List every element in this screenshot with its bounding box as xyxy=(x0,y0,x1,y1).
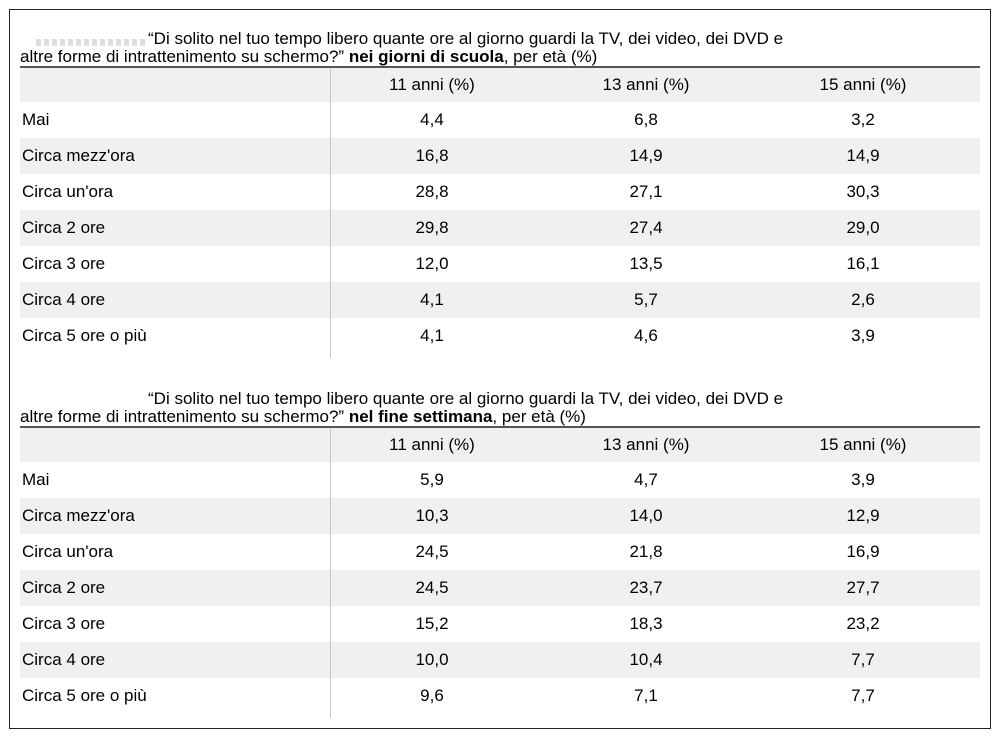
table-row: Circa un'ora 24,5 21,8 16,9 xyxy=(20,534,980,570)
table-row: Circa 2 ore 24,5 23,7 27,7 xyxy=(20,570,980,606)
table-cell: 9,6 xyxy=(420,686,444,705)
table-cell: 24,5 xyxy=(415,578,449,597)
caption-line-2: altre forme di intrattenimento su scherm… xyxy=(20,48,980,66)
table-cell: 14,9 xyxy=(629,146,663,165)
caption-line-1: “Di solito nel tuo tempo libero quante o… xyxy=(148,389,784,408)
row-label: Circa mezz'ora xyxy=(22,146,135,165)
header-cell: 13 anni (%) xyxy=(602,75,690,94)
table-cell: 4,1 xyxy=(420,290,444,309)
caption-suffix: , per età (%) xyxy=(503,47,598,66)
table-cell: 27,7 xyxy=(846,578,880,597)
table-cell: 14,0 xyxy=(629,506,663,525)
row-label: Circa 3 ore xyxy=(22,614,106,633)
header-cell: 13 anni (%) xyxy=(602,435,690,454)
table-cell: 4,7 xyxy=(634,470,658,489)
table-row: Mai 5,9 4,7 3,9 xyxy=(20,462,980,498)
row-label: Circa un'ora xyxy=(22,182,114,201)
table-section-school-days: “Di solito nel tuo tempo libero quante o… xyxy=(20,30,980,358)
table-row: Circa 4 ore 4,1 5,7 2,6 xyxy=(20,282,980,318)
caption-emphasis: nel fine settimana xyxy=(348,407,493,426)
table-cell: 13,5 xyxy=(629,254,663,273)
table-cell: 16,8 xyxy=(415,146,449,165)
row-label: Circa 2 ore xyxy=(22,218,106,237)
table-cell: 14,9 xyxy=(846,146,880,165)
header-cell: 15 anni (%) xyxy=(819,435,907,454)
table-header-row: 11 anni (%) 13 anni (%) 15 anni (%) xyxy=(20,68,980,102)
table-row: Circa 5 ore o più 4,1 4,6 3,9 xyxy=(20,318,980,354)
caption-prefix: altre forme di intrattenimento su scherm… xyxy=(20,47,349,66)
table-cell: 18,3 xyxy=(629,614,663,633)
table-row: Circa 2 ore 29,8 27,4 29,0 xyxy=(20,210,980,246)
row-label: Circa 3 ore xyxy=(22,254,106,273)
table-header-row: 11 anni (%) 13 anni (%) 15 anni (%) xyxy=(20,428,980,462)
row-label: Mai xyxy=(22,470,50,489)
table-caption: “Di solito nel tuo tempo libero quante o… xyxy=(20,30,980,66)
table-cell: 2,6 xyxy=(851,290,875,309)
table-cell: 23,7 xyxy=(629,578,663,597)
data-table: 11 anni (%) 13 anni (%) 15 anni (%) Mai … xyxy=(20,66,980,358)
header-cell: 11 anni (%) xyxy=(389,435,475,454)
document-frame: “Di solito nel tuo tempo libero quante o… xyxy=(9,9,991,729)
column-divider xyxy=(330,68,331,358)
table-cell: 4,4 xyxy=(420,110,444,129)
table-cell: 16,9 xyxy=(846,542,880,561)
table-cell: 5,7 xyxy=(634,290,658,309)
table-cell: 15,2 xyxy=(415,614,449,633)
table-cell: 27,4 xyxy=(629,218,663,237)
table-row: Circa 5 ore o più 9,6 7,1 7,7 xyxy=(20,678,980,714)
table-cell: 3,9 xyxy=(851,326,875,345)
table-row: Mai 4,4 6,8 3,2 xyxy=(20,102,980,138)
table-row: Circa 3 ore 15,2 18,3 23,2 xyxy=(20,606,980,642)
header-cell: 15 anni (%) xyxy=(819,75,907,94)
table-cell: 27,1 xyxy=(629,182,663,201)
row-label: Circa 4 ore xyxy=(22,290,106,309)
row-label: Circa un'ora xyxy=(22,542,114,561)
table-cell: 21,8 xyxy=(629,542,663,561)
table-cell: 30,3 xyxy=(846,182,880,201)
table-cell: 10,0 xyxy=(415,650,449,669)
row-label: Mai xyxy=(22,110,50,129)
data-table: 11 anni (%) 13 anni (%) 15 anni (%) Mai … xyxy=(20,426,980,718)
table-cell: 24,5 xyxy=(415,542,449,561)
table-row: Circa mezz'ora 16,8 14,9 14,9 xyxy=(20,138,980,174)
row-label: Circa 5 ore o più xyxy=(22,326,147,345)
table-cell: 7,7 xyxy=(851,686,875,705)
table-row: Circa 3 ore 12,0 13,5 16,1 xyxy=(20,246,980,282)
faded-label-mark xyxy=(36,39,146,46)
row-label: Circa mezz'ora xyxy=(22,506,135,525)
table-cell: 29,8 xyxy=(415,218,449,237)
table-cell: 7,1 xyxy=(634,686,658,705)
table-cell: 10,3 xyxy=(415,506,449,525)
table-cell: 7,7 xyxy=(851,650,875,669)
caption-suffix: , per età (%) xyxy=(492,407,586,426)
table-cell: 4,6 xyxy=(634,326,658,345)
table-row: Circa un'ora 28,8 27,1 30,3 xyxy=(20,174,980,210)
table-cell: 28,8 xyxy=(415,182,449,201)
column-divider xyxy=(330,428,331,718)
table-caption: “Di solito nel tuo tempo libero quante o… xyxy=(20,390,980,426)
header-cell: 11 anni (%) xyxy=(389,75,475,94)
row-label: Circa 5 ore o più xyxy=(22,686,147,705)
table-section-weekend: “Di solito nel tuo tempo libero quante o… xyxy=(20,390,980,718)
caption-emphasis: nei giorni di scuola xyxy=(348,47,504,66)
table-cell: 6,8 xyxy=(634,110,658,129)
table-cell: 3,2 xyxy=(851,110,875,129)
table-cell: 3,9 xyxy=(851,470,875,489)
table-cell: 5,9 xyxy=(420,470,444,489)
table-cell: 23,2 xyxy=(846,614,880,633)
caption-line-2: altre forme di intrattenimento su scherm… xyxy=(20,408,980,426)
table-cell: 16,1 xyxy=(846,254,880,273)
table-row: Circa mezz'ora 10,3 14,0 12,9 xyxy=(20,498,980,534)
row-label: Circa 2 ore xyxy=(22,578,106,597)
table-cell: 12,0 xyxy=(415,254,449,273)
table-row: Circa 4 ore 10,0 10,4 7,7 xyxy=(20,642,980,678)
table-cell: 12,9 xyxy=(846,506,880,525)
caption-prefix: altre forme di intrattenimento su scherm… xyxy=(20,407,349,426)
table-cell: 29,0 xyxy=(846,218,880,237)
table-cell: 4,1 xyxy=(420,326,444,345)
caption-line-1: “Di solito nel tuo tempo libero quante o… xyxy=(148,29,784,48)
row-label: Circa 4 ore xyxy=(22,650,106,669)
table-cell: 10,4 xyxy=(629,650,663,669)
